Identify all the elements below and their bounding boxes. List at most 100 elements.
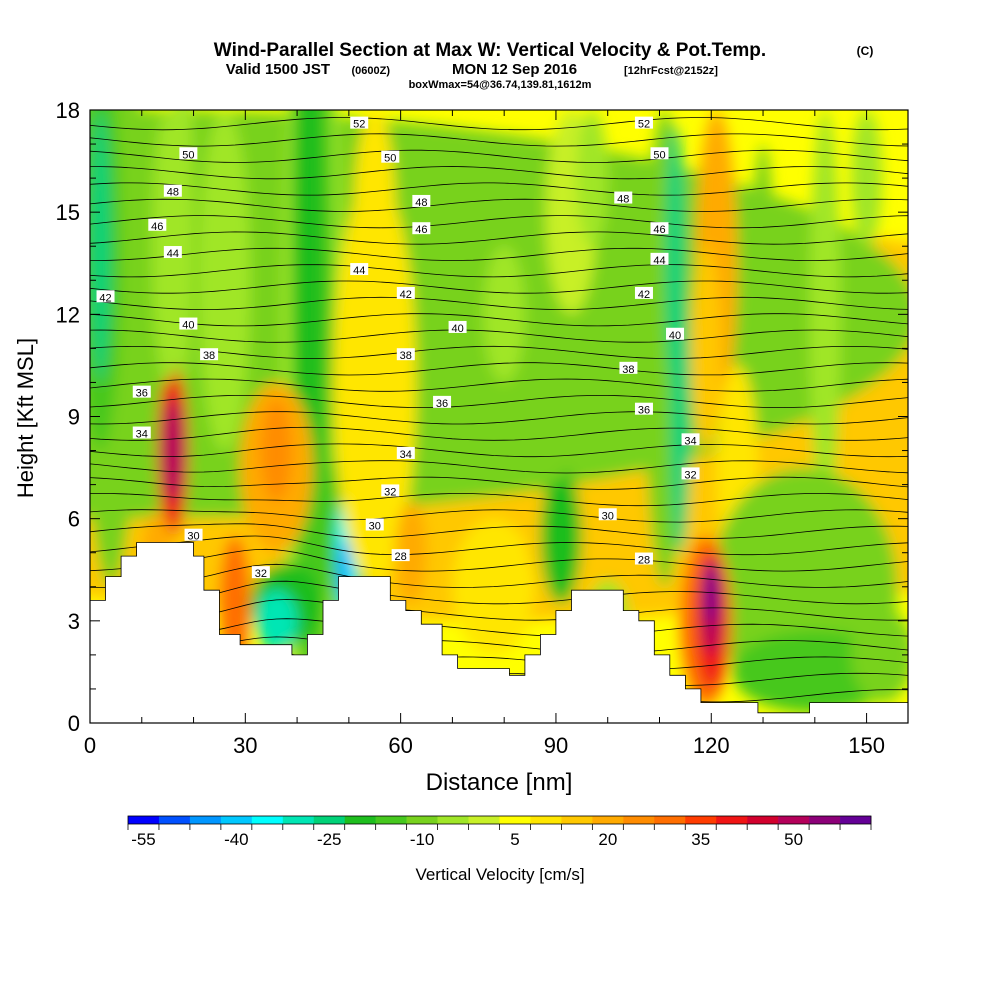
- theta-contour-label: 40: [451, 323, 463, 335]
- theta-isoline: [90, 133, 908, 147]
- theta-label-bg: [681, 467, 700, 480]
- terrain-mask: [90, 542, 908, 723]
- theta-contour-label: 34: [136, 429, 148, 441]
- theta-contour-label: 52: [353, 119, 365, 131]
- theta-contour-label: 32: [255, 568, 267, 580]
- velocity-cell: [690, 246, 722, 451]
- theta-label-bg: [184, 528, 203, 541]
- theta-label-bg: [132, 385, 151, 398]
- y-tick-label: 6: [68, 507, 80, 532]
- y-tick-label: 18: [56, 98, 80, 123]
- theta-isoline: [90, 313, 908, 327]
- theta-isoline: [90, 378, 908, 392]
- theta-label-bg: [619, 361, 638, 374]
- colorbar-swatch: [685, 816, 717, 824]
- y-tick-label: 9: [68, 405, 80, 430]
- theta-contour-label: 36: [638, 405, 650, 417]
- x-tick-label: 90: [544, 733, 568, 758]
- theta-contour-label: 32: [684, 469, 696, 481]
- theta-label-bg: [598, 508, 617, 521]
- colorbar-swatch: [437, 816, 469, 824]
- theta-isoline: [90, 563, 908, 588]
- colorbar-tick-label: 5: [510, 830, 519, 849]
- colorbar-swatch: [468, 816, 500, 824]
- theta-isoline: [90, 493, 908, 507]
- colorbar-swatch: [158, 816, 191, 824]
- theta-isoline: [90, 296, 908, 311]
- velocity-cell: [540, 314, 572, 485]
- velocity-cell: [851, 607, 908, 703]
- theta-label-bg: [614, 191, 633, 204]
- theta-label-bg: [396, 446, 415, 459]
- colorbar-swatch: [561, 816, 593, 824]
- theta-contour-label: 40: [669, 330, 681, 342]
- theta-contour-label: 30: [369, 520, 381, 532]
- theta-isoline: [90, 264, 908, 278]
- colorbar-swatch: [747, 816, 779, 824]
- valid-utc: (0600Z): [351, 65, 390, 77]
- colorbar-swatch: [251, 816, 284, 824]
- theta-label-bg: [350, 263, 369, 276]
- theta-label-bg: [179, 317, 198, 330]
- velocity-cell: [255, 590, 298, 652]
- theta-isoline: [90, 443, 908, 458]
- theta-contour-label: 46: [151, 221, 163, 233]
- theta-label-bg: [381, 150, 400, 163]
- theta-contour-label: 46: [653, 224, 665, 236]
- theta-label-bg: [365, 518, 384, 531]
- colorbar-swatch: [778, 816, 810, 824]
- colorbar-label: Vertical Velocity [cm/s]: [415, 865, 584, 884]
- y-tick-label: 3: [68, 609, 80, 634]
- theta-label-bg: [396, 286, 415, 299]
- theta-isoline: [90, 149, 908, 163]
- theta-contour-label: 44: [167, 248, 179, 260]
- velocity-cell: [576, 110, 608, 247]
- theta-contour-label: 38: [400, 350, 412, 362]
- theta-label-bg: [634, 116, 653, 129]
- copyright-mark: (C): [857, 44, 874, 58]
- y-tick-label: 12: [56, 302, 80, 327]
- theta-contour-label: 50: [653, 149, 665, 161]
- colorbar-swatch: [344, 816, 376, 824]
- theta-contour-label: 38: [203, 350, 215, 362]
- forecast-tag: [12hrFcst@2152z]: [624, 65, 718, 77]
- theta-isoline: [90, 362, 908, 376]
- colorbar-swatch: [499, 816, 531, 824]
- colorbar-tick-label: 35: [691, 830, 710, 849]
- theta-isoline: [90, 280, 908, 294]
- theta-contour-label: 50: [384, 153, 396, 165]
- colorbar-swatch: [220, 816, 253, 824]
- theta-isoline: [90, 182, 908, 196]
- velocity-cell: [198, 110, 251, 451]
- valid-date: MON 12 Sep 2016: [452, 61, 577, 78]
- theta-contour-label: 28: [395, 551, 407, 563]
- x-tick-label: 60: [388, 733, 412, 758]
- colorbar-swatch: [654, 816, 686, 824]
- theta-contour-label: 36: [436, 398, 448, 410]
- theta-contour-label: 42: [400, 289, 412, 301]
- theta-isoline: [90, 231, 908, 245]
- velocity-cell: [172, 110, 194, 383]
- theta-isoline: [90, 599, 908, 621]
- theta-label-bg: [251, 566, 270, 579]
- theta-label-bg: [396, 348, 415, 361]
- x-axis-label: Distance [nm]: [426, 769, 573, 796]
- theta-isoline: [90, 580, 908, 605]
- y-tick-label: 15: [56, 200, 80, 225]
- theta-label-bg: [650, 252, 669, 265]
- valid-prefix: Valid 1500 JST: [226, 61, 330, 78]
- colorbar-swatch: [189, 816, 222, 824]
- velocity-cell: [354, 110, 396, 315]
- theta-isoline: [90, 329, 908, 343]
- theta-isoline: [90, 535, 908, 556]
- colorbar-tick-label: -40: [224, 830, 249, 849]
- colorbar-swatch: [282, 816, 315, 824]
- x-axis: 0 30 60 90 120 150: [84, 110, 885, 758]
- theta-contour-label: 38: [622, 364, 634, 376]
- theta-label-bg: [448, 320, 467, 333]
- theta-label-bg: [412, 194, 431, 207]
- colorbar-swatch: [530, 816, 562, 824]
- theta-contour-label: 30: [602, 510, 614, 522]
- colorbar-tick-label: -10: [410, 830, 435, 849]
- velocity-cell: [162, 399, 184, 502]
